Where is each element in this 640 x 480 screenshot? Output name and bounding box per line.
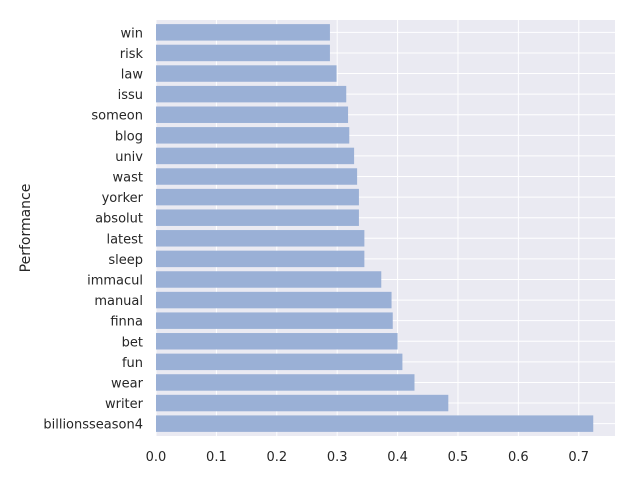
- y-tick-label: billionsseason4: [43, 418, 143, 433]
- y-tick-label: fun: [122, 356, 143, 371]
- y-tick-labels: billionsseason4 writer wear fun bet finna manu…: [43, 26, 143, 432]
- bar-win: [156, 24, 330, 41]
- bar-writer: [156, 394, 449, 412]
- x-tick-label: 0.1: [206, 450, 227, 465]
- x-tick-label: 0.3: [327, 450, 348, 465]
- y-tick-label: blog: [115, 129, 143, 144]
- bar-issu: [156, 85, 347, 103]
- x-tick-label: 0.5: [448, 450, 469, 465]
- y-tick-label: writer: [105, 397, 144, 412]
- x-tick-label: 0.4: [387, 450, 408, 465]
- bar-wast: [156, 168, 358, 185]
- bar-finna: [156, 312, 393, 329]
- y-tick-label: wear: [111, 376, 144, 391]
- bar-univ: [156, 147, 355, 165]
- y-tick-label: manual: [94, 294, 143, 309]
- bar-wear: [156, 374, 415, 391]
- x-tick-label: 0.6: [508, 450, 529, 465]
- y-tick-label: latest: [106, 232, 143, 247]
- y-tick-label: wast: [113, 171, 143, 186]
- y-tick-label: win: [121, 26, 143, 41]
- bar-absolut: [156, 209, 359, 226]
- bar-bet: [156, 333, 398, 350]
- bar-fun: [156, 353, 403, 371]
- bar-yorker: [156, 188, 359, 206]
- bar-manual: [156, 291, 392, 309]
- x-tick-label: 0.0: [146, 450, 167, 465]
- y-tick-label: univ: [115, 150, 143, 165]
- y-tick-label: absolut: [95, 212, 143, 227]
- y-tick-label: someon: [91, 109, 143, 124]
- bar-law: [156, 65, 337, 82]
- y-axis-label: Performance: [18, 184, 34, 273]
- bar-immacul: [156, 271, 382, 288]
- x-tick-label: 0.7: [568, 450, 589, 465]
- y-tick-label: sleep: [108, 253, 143, 268]
- x-tick-label: 0.2: [266, 450, 287, 465]
- y-tick-label: risk: [120, 47, 144, 62]
- y-tick-label: bet: [122, 335, 143, 350]
- y-tick-label: law: [121, 68, 144, 83]
- bar-someon: [156, 106, 349, 123]
- bar-billionsseason4: [156, 415, 594, 432]
- y-tick-label: issu: [118, 88, 143, 103]
- y-tick-label: immacul: [87, 273, 143, 288]
- bar-blog: [156, 127, 350, 144]
- bar-latest: [156, 230, 365, 247]
- plot-background: [156, 20, 615, 436]
- y-tick-label: yorker: [102, 191, 144, 206]
- y-tick-label: finna: [110, 315, 143, 330]
- x-tick-labels: 0.0 0.1 0.2 0.3 0.4 0.5 0.6 0.7: [146, 450, 589, 465]
- bar-sleep: [156, 250, 365, 268]
- bars: [156, 24, 594, 432]
- bar-risk: [156, 44, 330, 62]
